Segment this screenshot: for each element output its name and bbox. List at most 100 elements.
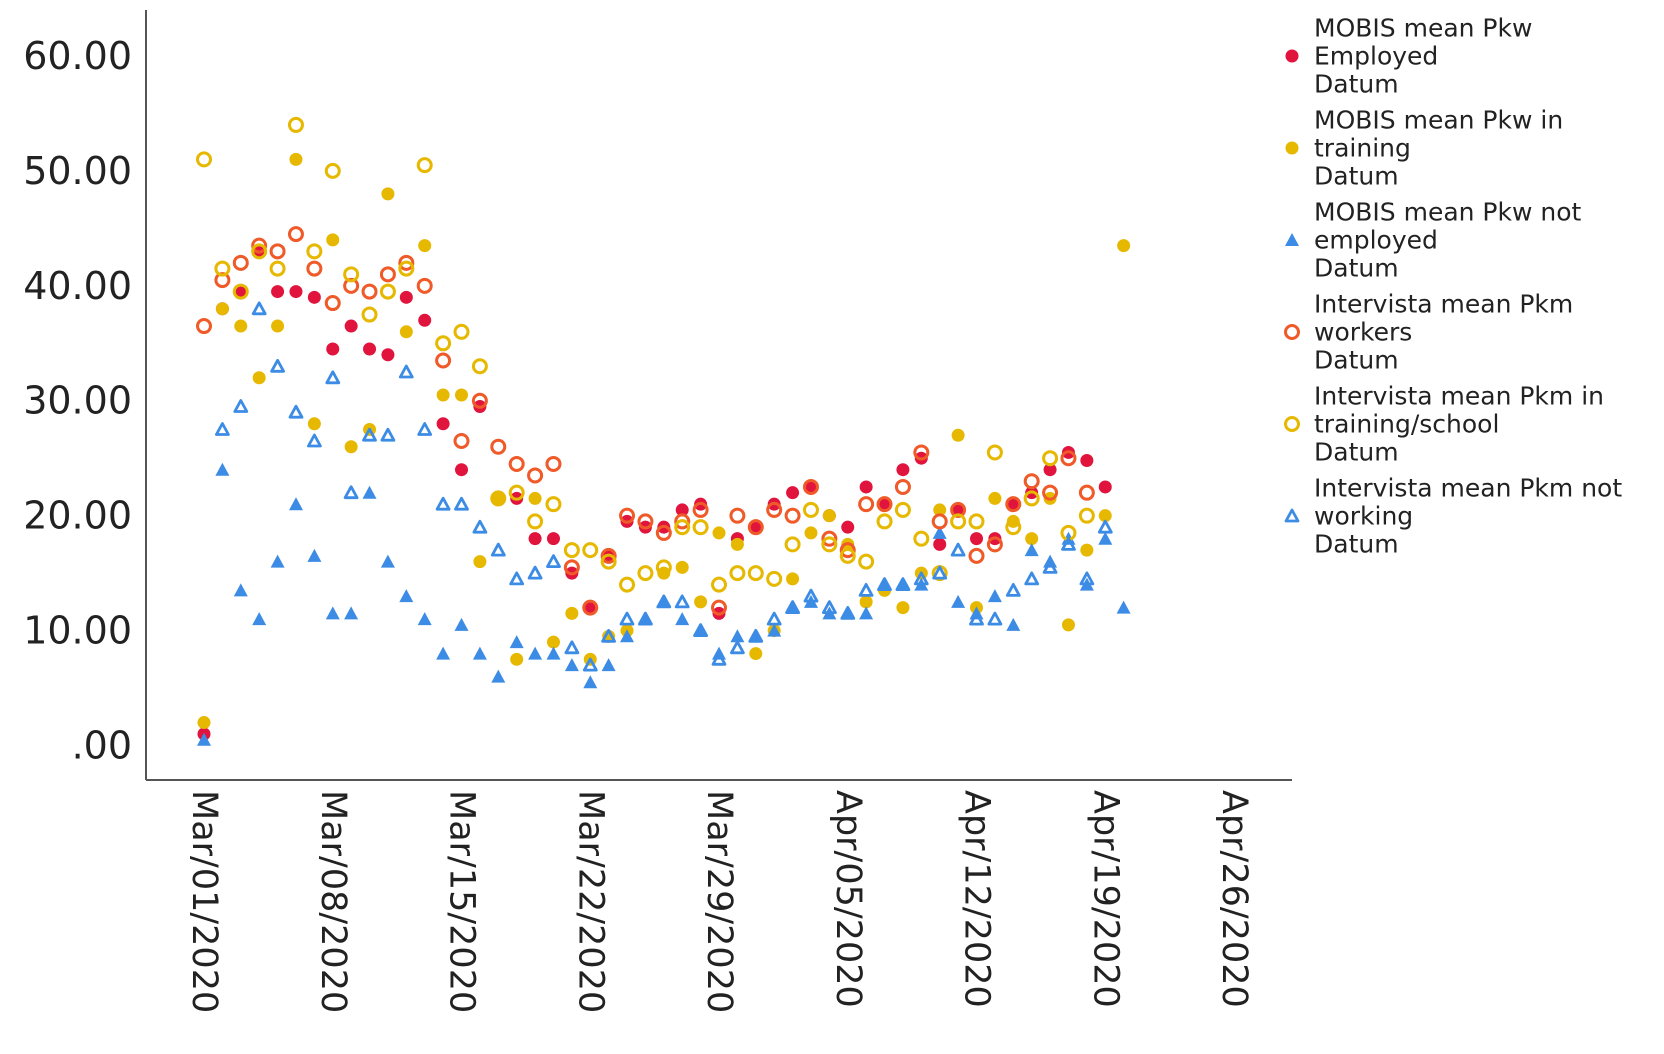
data-point bbox=[197, 732, 211, 746]
series-4 bbox=[196, 116, 1095, 593]
data-point bbox=[1042, 450, 1059, 467]
data-point bbox=[638, 611, 653, 626]
data-point bbox=[398, 260, 415, 277]
data-point bbox=[1042, 484, 1059, 501]
data-point bbox=[951, 503, 965, 517]
x-tick-label: Mar/01/2020 bbox=[184, 790, 224, 1013]
data-point bbox=[454, 496, 469, 511]
data-point bbox=[878, 497, 892, 511]
data-point bbox=[472, 519, 488, 534]
data-point bbox=[269, 260, 286, 277]
data-point bbox=[785, 600, 800, 614]
data-point bbox=[620, 629, 634, 643]
data-point bbox=[896, 601, 910, 615]
data-point bbox=[324, 162, 341, 179]
data-point bbox=[527, 513, 544, 530]
data-point bbox=[655, 559, 672, 576]
data-point bbox=[1098, 480, 1112, 494]
legend-marker bbox=[1284, 324, 1300, 340]
data-point bbox=[344, 440, 358, 454]
data-point bbox=[324, 295, 341, 312]
data-point bbox=[417, 422, 433, 436]
data-point bbox=[786, 572, 800, 586]
data-point bbox=[363, 342, 377, 356]
x-tick-label: Apr/19/2020 bbox=[1085, 790, 1125, 1008]
data-point bbox=[271, 285, 285, 299]
data-point bbox=[379, 283, 396, 300]
data-point bbox=[251, 301, 267, 316]
data-point bbox=[656, 594, 672, 609]
data-point bbox=[1023, 490, 1040, 507]
data-point bbox=[270, 554, 285, 568]
data-point bbox=[215, 302, 229, 316]
y-tick-label: 50.00 bbox=[23, 149, 132, 193]
data-point bbox=[1061, 618, 1075, 632]
data-point bbox=[453, 432, 470, 449]
data-point bbox=[546, 646, 561, 660]
data-point bbox=[234, 285, 248, 299]
data-point bbox=[601, 658, 616, 672]
data-point bbox=[968, 513, 985, 530]
data-point bbox=[362, 427, 377, 442]
legend-label: Employed bbox=[1314, 42, 1438, 71]
legend-label: Datum bbox=[1314, 530, 1399, 559]
legend-label: Intervista mean Pkm not bbox=[1314, 474, 1622, 503]
data-point bbox=[894, 501, 911, 518]
series-3 bbox=[196, 226, 1095, 616]
data-point bbox=[600, 553, 617, 570]
legend-marker bbox=[1285, 49, 1299, 63]
data-point bbox=[472, 646, 487, 660]
data-point bbox=[471, 392, 488, 409]
data-point bbox=[583, 675, 598, 689]
y-tick-label: .00 bbox=[72, 724, 132, 768]
data-point bbox=[582, 657, 598, 672]
data-point bbox=[729, 565, 746, 582]
data-point bbox=[343, 277, 360, 294]
data-point bbox=[565, 606, 579, 620]
data-point bbox=[289, 152, 303, 166]
data-point bbox=[694, 595, 708, 609]
data-point bbox=[471, 358, 488, 375]
data-point bbox=[306, 433, 322, 448]
data-point bbox=[749, 520, 763, 534]
data-point bbox=[399, 290, 413, 304]
data-point bbox=[417, 612, 432, 626]
data-point bbox=[289, 497, 303, 511]
data-point bbox=[1098, 531, 1113, 545]
data-point bbox=[490, 490, 507, 507]
data-point bbox=[527, 565, 543, 580]
data-point bbox=[804, 526, 818, 540]
data-points bbox=[196, 116, 1131, 746]
data-point bbox=[784, 536, 801, 553]
legend-label: Intervista mean Pkm bbox=[1314, 290, 1573, 319]
data-point bbox=[730, 537, 744, 551]
data-point bbox=[344, 606, 359, 620]
data-point bbox=[326, 233, 340, 247]
x-tick-label: Apr/12/2020 bbox=[957, 790, 997, 1008]
series-5 bbox=[214, 301, 1113, 672]
data-point bbox=[675, 503, 689, 517]
legend-label: Datum bbox=[1314, 254, 1399, 283]
data-point bbox=[747, 565, 764, 582]
data-point bbox=[841, 520, 855, 534]
data-point bbox=[270, 358, 286, 373]
data-point bbox=[251, 237, 268, 254]
data-point bbox=[435, 335, 452, 352]
data-point bbox=[766, 501, 783, 518]
data-point bbox=[307, 290, 321, 304]
data-point bbox=[418, 313, 432, 327]
data-point bbox=[398, 364, 414, 379]
data-point bbox=[821, 530, 838, 547]
data-point bbox=[307, 417, 321, 431]
data-point bbox=[252, 371, 266, 385]
data-point bbox=[545, 455, 562, 472]
data-point bbox=[214, 260, 231, 277]
data-point bbox=[454, 617, 469, 631]
data-point bbox=[619, 611, 635, 626]
data-point bbox=[600, 547, 617, 564]
data-point bbox=[453, 323, 470, 340]
data-point bbox=[416, 157, 433, 174]
y-tick-label: 30.00 bbox=[23, 379, 132, 423]
legend-label: employed bbox=[1314, 226, 1438, 255]
data-point bbox=[232, 254, 249, 271]
